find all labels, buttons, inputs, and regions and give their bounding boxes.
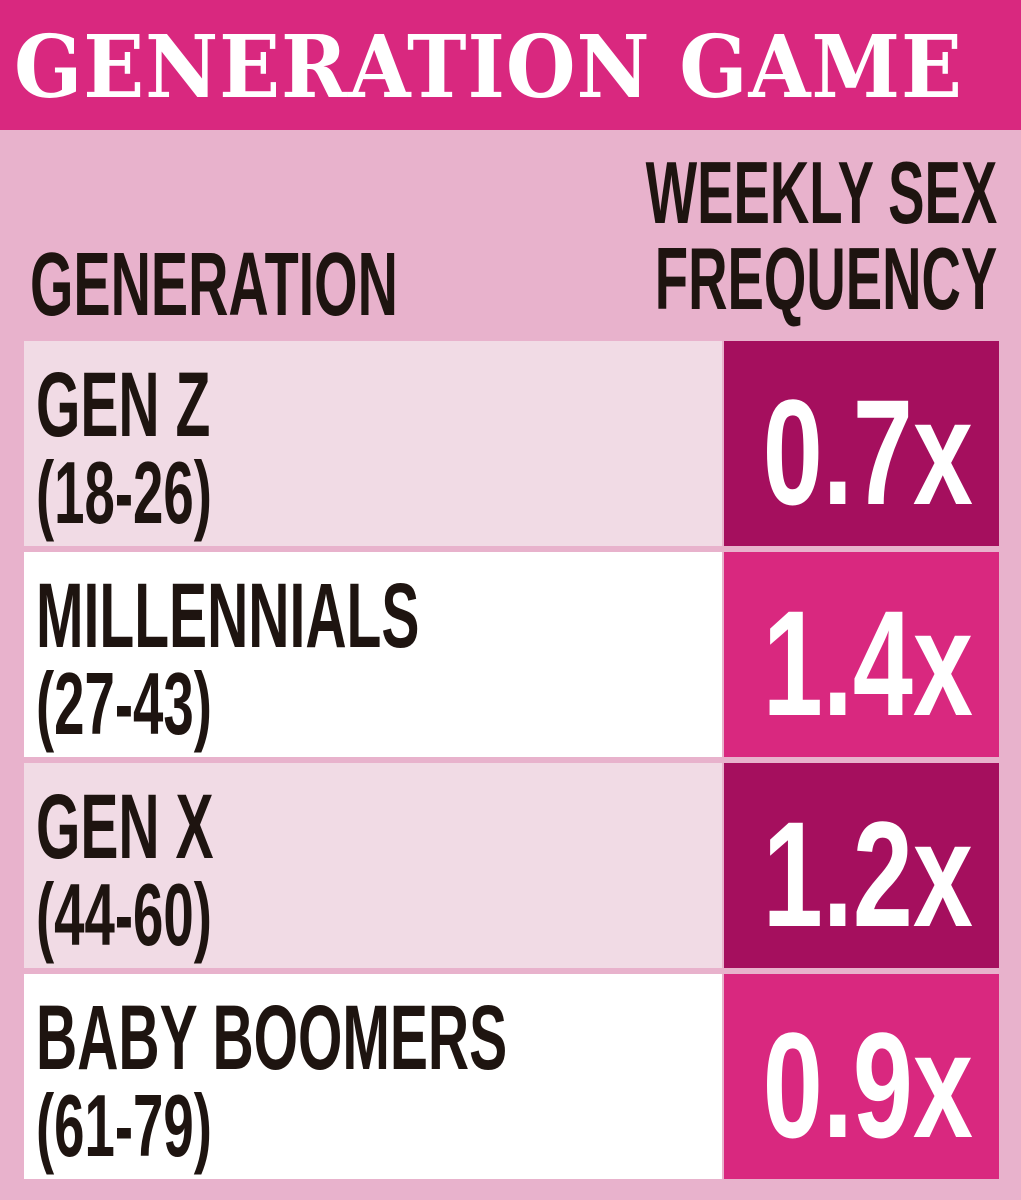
generation-name: BABY BOOMERS xyxy=(36,987,508,1089)
table-row: BABY BOOMERS (61-79) 0.9x xyxy=(24,974,999,1179)
frequency-cell: 0.7x xyxy=(724,341,999,546)
generation-name: GEN X xyxy=(36,776,214,878)
frequency-cell: 0.9x xyxy=(724,974,999,1179)
generation-age-range: (44-60) xyxy=(36,865,212,964)
column-header-frequency-line2: FREQUENCY xyxy=(654,229,997,328)
generation-cell: BABY BOOMERS (61-79) xyxy=(24,974,722,1179)
frequency-cell: 1.4x xyxy=(724,552,999,757)
generation-age-range: (27-43) xyxy=(36,654,212,753)
generation-name: MILLENNIALS xyxy=(36,565,420,667)
chart-title: GENERATION GAME xyxy=(14,17,963,118)
frequency-value: 1.2x xyxy=(762,790,973,958)
generation-age-range: (61-79) xyxy=(36,1076,212,1175)
table-row: GEN X (44-60) 1.2x xyxy=(24,763,999,968)
table-row: MILLENNIALS (27-43) 1.4x xyxy=(24,552,999,757)
generation-age-range: (18-26) xyxy=(36,443,212,542)
generation-cell: GEN Z (18-26) xyxy=(24,341,722,546)
frequency-cell: 1.2x xyxy=(724,763,999,968)
generation-cell: MILLENNIALS (27-43) xyxy=(24,552,722,757)
table-row: GEN Z (18-26) 0.7x xyxy=(24,341,999,546)
frequency-value: 1.4x xyxy=(762,579,973,747)
column-header-frequency: WEEKLY SEX FREQUENCY xyxy=(645,143,997,328)
column-header-generation: GENERATION xyxy=(30,235,398,335)
generation-cell: GEN X (44-60) xyxy=(24,763,722,968)
frequency-value: 0.7x xyxy=(762,368,973,536)
column-header-frequency-line1: WEEKLY SEX xyxy=(645,143,997,242)
generation-name: GEN Z xyxy=(36,354,211,456)
title-bar: GENERATION GAME xyxy=(0,0,1021,130)
frequency-value: 0.9x xyxy=(762,1001,973,1169)
